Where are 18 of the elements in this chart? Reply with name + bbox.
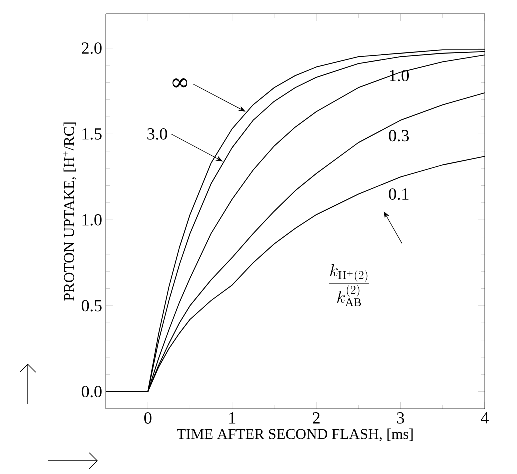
x-tick-label: 1: [230, 412, 236, 424]
y-tick-label: 2.0: [82, 42, 102, 54]
y-tick-label: 0.0: [82, 386, 102, 398]
x-tick-label: 2: [313, 412, 320, 424]
x-tick-label: 0: [144, 412, 152, 424]
x-tick-label: 4: [481, 412, 489, 424]
x-tick-label: 3: [397, 412, 404, 424]
y-axis-title: PROTON UPTAKE, [H$^{+}$/RC]: [63, 122, 76, 301]
annotation: 0.3: [389, 130, 410, 142]
annotation: ∞: [172, 78, 188, 88]
y-tick-label: 1.0: [82, 214, 102, 226]
annotation: 1.0: [390, 70, 410, 82]
annotation: $\frac{k_{\mathrm{H}^{+}(2)}}{k_{\mathrm{AB}}^{(2)}}$: [329, 264, 370, 306]
annotation: 3.0: [148, 128, 168, 140]
x-axis-title: TIME AFTER SECOND FLASH, [ms]: [177, 428, 413, 442]
y-tick-label: 1.5: [82, 128, 102, 140]
y-tick-label: 0.5: [82, 300, 102, 312]
annotation: 0.1: [389, 188, 409, 200]
